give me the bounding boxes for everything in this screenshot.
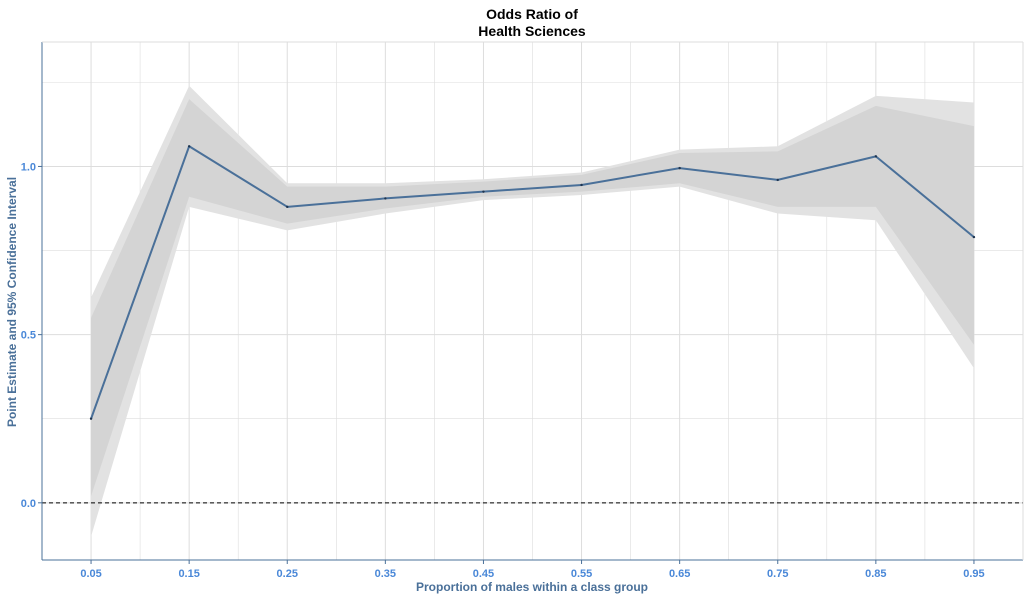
x-tick-label-9: 0.95 [963,568,984,580]
x-tick-label-0: 0.05 [80,568,101,580]
tick-labels: 0.05 0.15 0.25 0.35 0.45 0.55 0.65 0.75 0.85 0.95… [21,161,985,580]
data-point-0-6 [678,166,681,170]
x-tick-label-4: 0.45 [473,568,494,580]
x-tick-label-5: 0.55 [571,568,592,580]
chart-title-line1: Odds Ratio of [486,6,578,22]
y-tick-label-2: 1.0 [21,161,36,173]
data-point-0-5 [580,183,583,187]
x-tick-label-1: 0.15 [178,568,199,580]
chart-title-line2: Health Sciences [478,23,586,39]
data-point-0-8 [874,155,878,158]
data-point-0-0 [89,417,93,420]
series-line-0 [90,145,975,420]
data-point-0-9 [972,235,976,239]
data-point-0-2 [286,205,289,209]
series-lines [89,145,976,420]
x-tick-label-6: 0.65 [669,568,690,580]
axes [38,41,1024,564]
confidence-band-inner-0 [91,99,974,497]
x-tick-label-2: 0.25 [277,568,298,580]
y-tick-label-1: 0.5 [21,330,36,342]
data-point-0-7 [776,178,779,182]
data-point-0-4 [482,190,485,193]
confidence-bands [91,85,974,537]
data-point-0-1 [187,145,191,148]
y-tick-label-0: 0.0 [21,498,36,510]
x-tick-label-3: 0.35 [375,568,396,580]
x-tick-label-8: 0.85 [865,568,886,580]
data-point-0-3 [384,197,387,200]
x-axis-title: Proportion of males within a class group [416,580,648,594]
x-tick-label-7: 0.75 [767,568,788,580]
y-axis-title: Point Estimate and 95% Confidence Interv… [5,177,19,427]
